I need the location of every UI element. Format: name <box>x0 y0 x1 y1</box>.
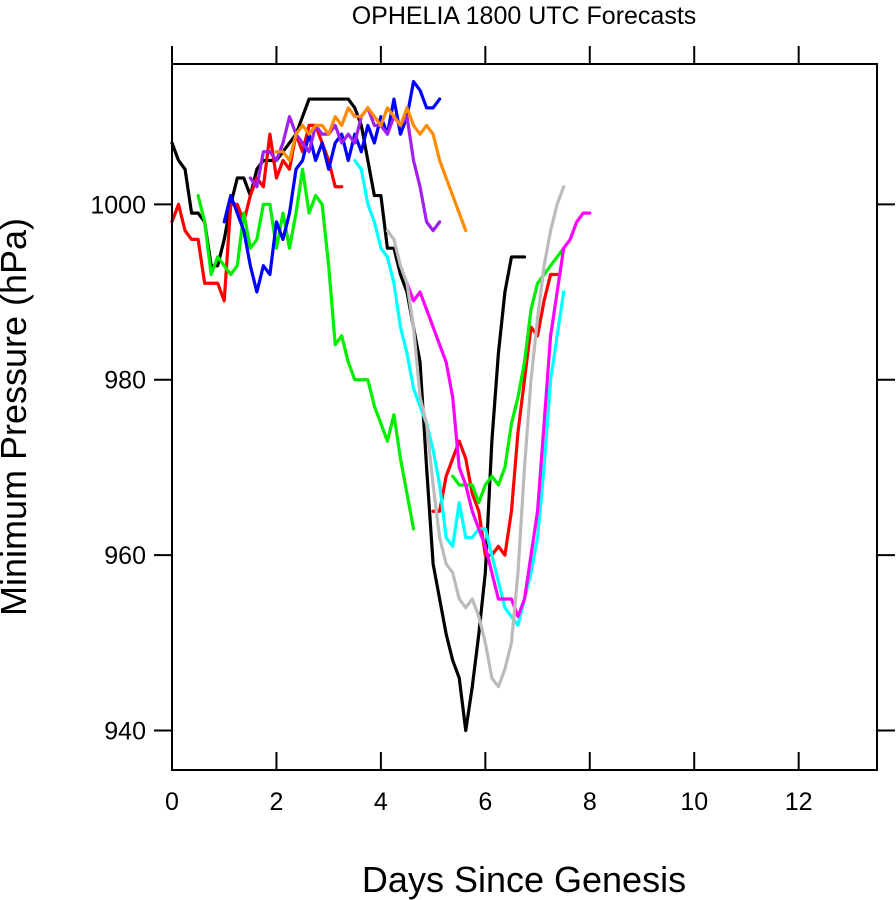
series-line-7 <box>248 106 442 233</box>
x-tick-label: 6 <box>478 788 492 816</box>
series-line-2 <box>170 123 344 303</box>
x-tick-label: 12 <box>785 788 813 816</box>
y-axis-label: Minimum Pressure (hPa) <box>0 218 34 616</box>
series-layer <box>170 79 592 733</box>
chart-title: OPHELIA 1800 UTC Forecasts <box>352 2 697 30</box>
x-axis-ticks: 0 2 4 6 8 10 12 <box>165 46 813 816</box>
x-tick-label: 0 <box>165 788 179 816</box>
series-line-10 <box>405 211 592 619</box>
y-tick-label: 980 <box>104 367 146 395</box>
series-line-8 <box>274 106 468 233</box>
x-tick-label: 8 <box>583 788 597 816</box>
series-line-4 <box>196 167 416 531</box>
x-axis-label: Days Since Genesis <box>362 859 686 900</box>
y-tick-label: 960 <box>104 542 146 570</box>
y-tick-label: 1000 <box>90 191 146 219</box>
plot-frame <box>171 63 878 771</box>
series-line-1 <box>170 97 527 733</box>
x-tick-label: 4 <box>374 788 388 816</box>
series-line-5 <box>451 246 566 505</box>
x-tick-label: 10 <box>680 788 708 816</box>
x-tick-label: 2 <box>269 788 283 816</box>
y-tick-label: 940 <box>104 718 146 746</box>
y-axis-ticks: 940 960 980 1000 <box>90 191 895 746</box>
series-line-11 <box>385 185 566 689</box>
series-line-9 <box>353 158 566 627</box>
series-line-6 <box>222 79 442 294</box>
